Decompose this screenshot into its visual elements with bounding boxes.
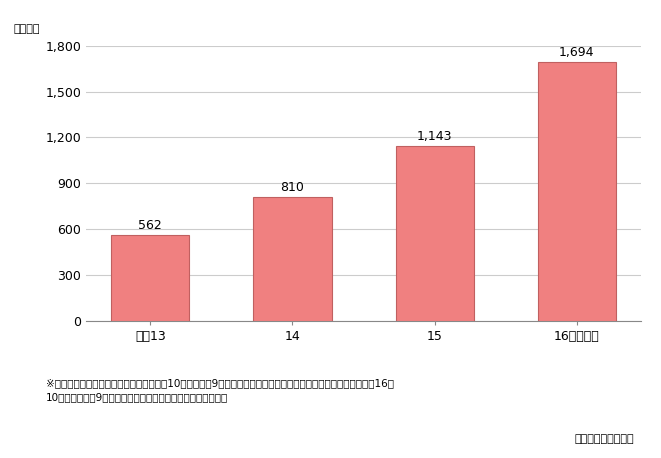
Bar: [395, 146, 474, 321]
Text: 各社資料により作成: 各社資料により作成: [575, 434, 635, 444]
Text: 562: 562: [138, 219, 162, 232]
Bar: [538, 62, 616, 321]
Text: 810: 810: [280, 181, 305, 194]
Text: 10月から１７年9月までに決算を迎える年度を１６年度とした: 10月から１７年9月までに決算を迎える年度を１６年度とした: [46, 378, 229, 403]
Text: 1,694: 1,694: [559, 46, 595, 59]
Bar: [111, 235, 189, 321]
Text: （億円）: （億円）: [14, 24, 40, 34]
Text: 1,143: 1,143: [417, 131, 452, 143]
Text: ※　決算月が各社具なる。決算年度は各年10月から次年9月までに決算を迎える年度のこととした。例えば、平成16年: ※ 決算月が各社具なる。決算年度は各年10月から次年9月までに決算を迎える年度の…: [46, 378, 394, 388]
Bar: [253, 197, 332, 321]
